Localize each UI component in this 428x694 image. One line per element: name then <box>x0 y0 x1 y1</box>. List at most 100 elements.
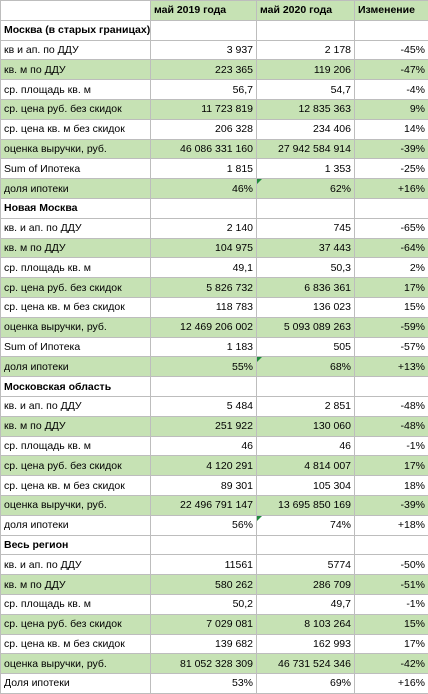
row-label-cell[interactable]: ср. цена руб. без скидок <box>1 456 151 476</box>
section-title-cell[interactable]: Новая Москва <box>1 198 151 218</box>
change-cell[interactable]: 17% <box>355 456 428 476</box>
section-title-cell[interactable]: Московская область <box>1 377 151 397</box>
header-cell-may-2020[interactable]: май 2020 года <box>257 1 355 21</box>
change-cell[interactable]: -64% <box>355 238 428 258</box>
value-2020-cell[interactable]: 74% <box>257 515 355 535</box>
row-label-cell[interactable]: доля ипотеки <box>1 515 151 535</box>
change-cell[interactable]: -48% <box>355 416 428 436</box>
row-label-cell[interactable]: оценка выручки, руб. <box>1 495 151 515</box>
change-cell[interactable]: 9% <box>355 99 428 119</box>
row-label-cell[interactable]: кв. м по ДДУ <box>1 60 151 80</box>
change-cell[interactable]: -51% <box>355 575 428 595</box>
value-2020-cell[interactable]: 505 <box>257 337 355 357</box>
value-2019-cell[interactable]: 1 183 <box>151 337 257 357</box>
value-2020-cell[interactable]: 2 178 <box>257 40 355 60</box>
value-2020-cell[interactable]: 46 <box>257 436 355 456</box>
empty-cell[interactable] <box>257 535 355 555</box>
change-cell[interactable]: -25% <box>355 159 428 179</box>
value-2019-cell[interactable]: 46 086 331 160 <box>151 139 257 159</box>
row-label-cell[interactable]: Sum of Ипотека <box>1 159 151 179</box>
row-label-cell[interactable]: оценка выручки, руб. <box>1 139 151 159</box>
change-cell[interactable]: 2% <box>355 258 428 278</box>
value-2020-cell[interactable]: 5774 <box>257 555 355 575</box>
row-label-cell[interactable]: ср. цена руб. без скидок <box>1 614 151 634</box>
section-title-cell[interactable]: Москва (в старых границах) <box>1 20 151 40</box>
value-2019-cell[interactable]: 7 029 081 <box>151 614 257 634</box>
value-2020-cell[interactable]: 162 993 <box>257 634 355 654</box>
value-2019-cell[interactable]: 12 469 206 002 <box>151 317 257 337</box>
row-label-cell[interactable]: оценка выручки, руб. <box>1 654 151 674</box>
value-2020-cell[interactable]: 27 942 584 914 <box>257 139 355 159</box>
row-label-cell[interactable]: кв. и ап. по ДДУ <box>1 555 151 575</box>
value-2020-cell[interactable]: 62% <box>257 179 355 199</box>
value-2019-cell[interactable]: 206 328 <box>151 119 257 139</box>
change-cell[interactable]: -57% <box>355 337 428 357</box>
change-cell[interactable]: +16% <box>355 674 428 694</box>
value-2020-cell[interactable]: 37 443 <box>257 238 355 258</box>
change-cell[interactable]: -65% <box>355 218 428 238</box>
value-2020-cell[interactable]: 5 093 089 263 <box>257 317 355 337</box>
empty-cell[interactable] <box>355 377 428 397</box>
row-label-cell[interactable]: ср. цена кв. м без скидок <box>1 297 151 317</box>
change-cell[interactable]: +13% <box>355 357 428 377</box>
value-2020-cell[interactable]: 286 709 <box>257 575 355 595</box>
value-2019-cell[interactable]: 46 <box>151 436 257 456</box>
row-label-cell[interactable]: кв. м по ДДУ <box>1 416 151 436</box>
value-2020-cell[interactable]: 1 353 <box>257 159 355 179</box>
change-cell[interactable]: +18% <box>355 515 428 535</box>
section-title-cell[interactable]: Весь регион <box>1 535 151 555</box>
change-cell[interactable]: -39% <box>355 139 428 159</box>
change-cell[interactable]: -39% <box>355 495 428 515</box>
row-label-cell[interactable]: Доля ипотеки <box>1 674 151 694</box>
empty-cell[interactable] <box>151 198 257 218</box>
empty-cell[interactable] <box>257 377 355 397</box>
empty-cell[interactable] <box>355 20 428 40</box>
row-label-cell[interactable]: кв. м по ДДУ <box>1 575 151 595</box>
row-label-cell[interactable]: ср. площадь кв. м <box>1 436 151 456</box>
row-label-cell[interactable]: ср. цена кв. м без скидок <box>1 119 151 139</box>
change-cell[interactable]: -50% <box>355 555 428 575</box>
value-2020-cell[interactable]: 234 406 <box>257 119 355 139</box>
row-label-cell[interactable]: ср. площадь кв. м <box>1 258 151 278</box>
change-cell[interactable]: 17% <box>355 278 428 298</box>
empty-cell[interactable] <box>151 535 257 555</box>
value-2019-cell[interactable]: 22 496 791 147 <box>151 495 257 515</box>
change-cell[interactable]: 18% <box>355 476 428 496</box>
value-2020-cell[interactable]: 13 695 850 169 <box>257 495 355 515</box>
change-cell[interactable]: -59% <box>355 317 428 337</box>
value-2019-cell[interactable]: 5 826 732 <box>151 278 257 298</box>
row-label-cell[interactable]: доля ипотеки <box>1 357 151 377</box>
value-2020-cell[interactable]: 68% <box>257 357 355 377</box>
row-label-cell[interactable]: ср. площадь кв. м <box>1 80 151 100</box>
row-label-cell[interactable]: кв. м по ДДУ <box>1 238 151 258</box>
header-cell-change[interactable]: Изменение <box>355 1 428 21</box>
value-2020-cell[interactable]: 46 731 524 346 <box>257 654 355 674</box>
value-2019-cell[interactable]: 3 937 <box>151 40 257 60</box>
change-cell[interactable]: -45% <box>355 40 428 60</box>
row-label-cell[interactable]: кв. и ап. по ДДУ <box>1 218 151 238</box>
value-2020-cell[interactable]: 130 060 <box>257 416 355 436</box>
empty-cell[interactable] <box>151 377 257 397</box>
change-cell[interactable]: -48% <box>355 396 428 416</box>
value-2019-cell[interactable]: 50,2 <box>151 594 257 614</box>
value-2020-cell[interactable]: 49,7 <box>257 594 355 614</box>
value-2020-cell[interactable]: 745 <box>257 218 355 238</box>
row-label-cell[interactable]: оценка выручки, руб. <box>1 317 151 337</box>
value-2019-cell[interactable]: 2 140 <box>151 218 257 238</box>
value-2019-cell[interactable]: 49,1 <box>151 258 257 278</box>
value-2020-cell[interactable]: 136 023 <box>257 297 355 317</box>
header-cell-may-2019[interactable]: май 2019 года <box>151 1 257 21</box>
row-label-cell[interactable]: кв и ап. по ДДУ <box>1 40 151 60</box>
value-2019-cell[interactable]: 104 975 <box>151 238 257 258</box>
value-2020-cell[interactable]: 8 103 264 <box>257 614 355 634</box>
value-2020-cell[interactable]: 105 304 <box>257 476 355 496</box>
row-label-cell[interactable]: ср. цена руб. без скидок <box>1 99 151 119</box>
row-label-cell[interactable]: ср. площадь кв. м <box>1 594 151 614</box>
value-2020-cell[interactable]: 2 851 <box>257 396 355 416</box>
empty-cell[interactable] <box>355 198 428 218</box>
change-cell[interactable]: -4% <box>355 80 428 100</box>
value-2019-cell[interactable]: 5 484 <box>151 396 257 416</box>
change-cell[interactable]: 17% <box>355 634 428 654</box>
value-2019-cell[interactable]: 11 723 819 <box>151 99 257 119</box>
value-2019-cell[interactable]: 223 365 <box>151 60 257 80</box>
